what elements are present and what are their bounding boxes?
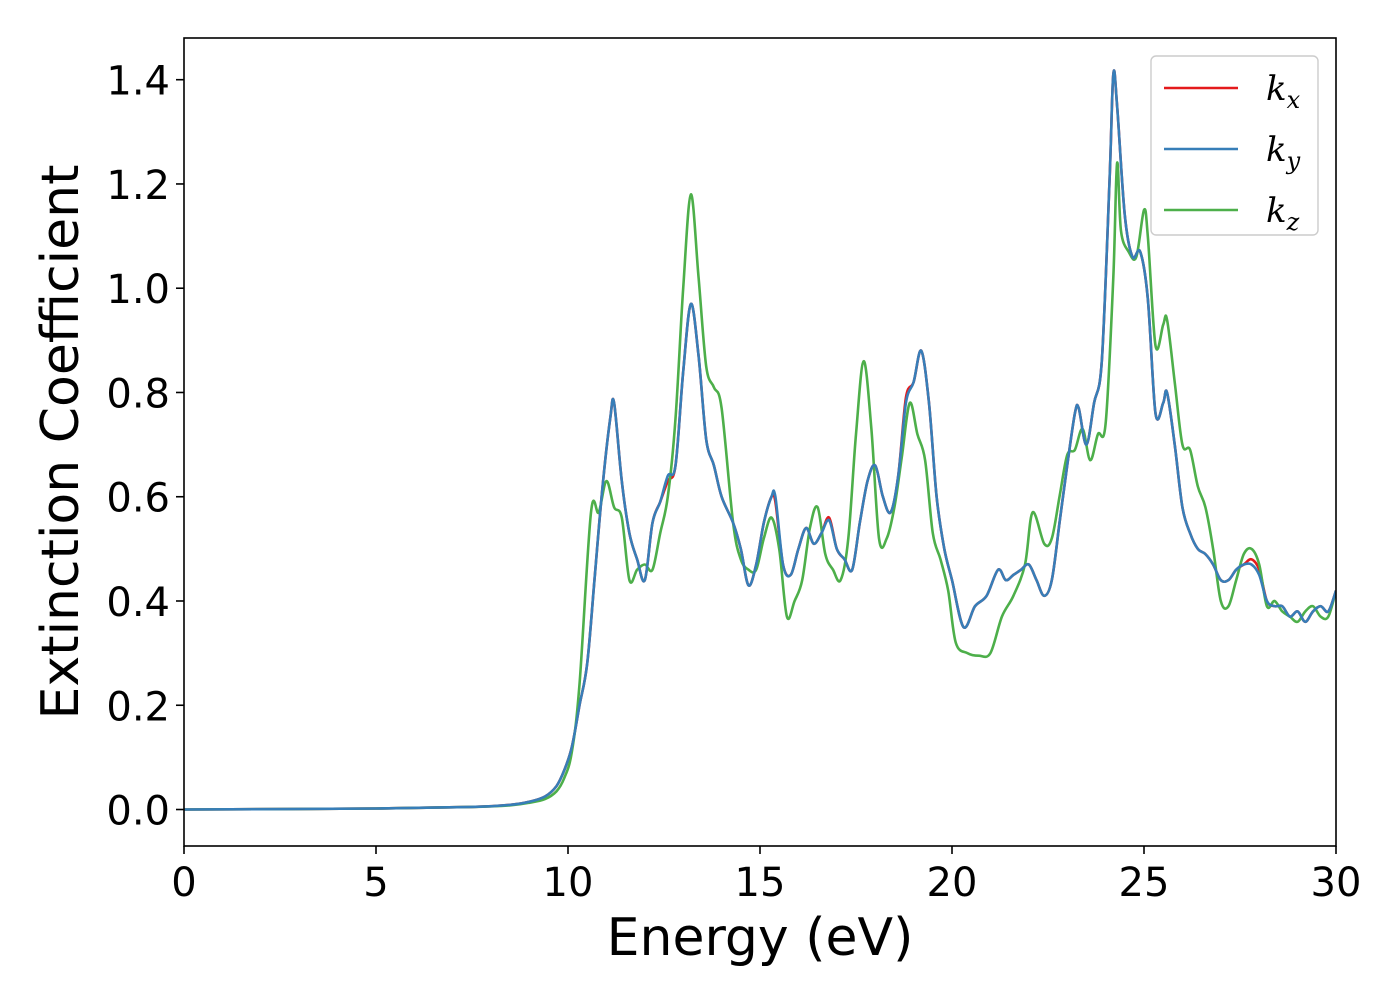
- y-tick-label: 0.4: [106, 580, 170, 626]
- x-tick-label: 15: [735, 860, 786, 906]
- x-axis-ticks: 0 5 10 15 20 25 30: [171, 846, 1361, 906]
- series-line-ky: [184, 69, 1336, 811]
- legend-label-ky: ky: [1266, 130, 1301, 175]
- y-tick-label: 1.4: [106, 59, 170, 105]
- legend-label-kz: kz: [1266, 191, 1300, 236]
- legend-label-subscript: z: [1286, 208, 1300, 236]
- y-tick-label: 0.2: [106, 684, 170, 730]
- y-axis-label: Extinction Coefficient: [31, 165, 91, 720]
- y-tick-label: 0.0: [106, 789, 170, 835]
- legend-label-subscript: y: [1286, 147, 1301, 175]
- legend-label-subscript: x: [1287, 86, 1301, 114]
- y-axis-ticks: 0.0 0.2 0.4 0.6 0.8 1.0 1.2 1.4: [106, 59, 184, 835]
- legend-box: [1150, 55, 1319, 236]
- y-tick-label: 1.0: [106, 267, 170, 313]
- legend-label-main: k: [1266, 191, 1287, 231]
- y-tick-label: 0.8: [106, 371, 170, 417]
- legend-label-kx: kx: [1266, 69, 1301, 114]
- plot-frame: [183, 37, 1337, 847]
- series-lines: [184, 69, 1336, 811]
- x-tick-label: 25: [1119, 860, 1170, 906]
- x-tick-label: 10: [543, 860, 594, 906]
- legend-label-main: k: [1266, 69, 1287, 109]
- y-tick-label: 0.6: [106, 476, 170, 522]
- x-axis-label: Energy (eV): [607, 908, 914, 968]
- x-tick-label: 5: [363, 860, 388, 906]
- x-tick-label: 20: [927, 860, 978, 906]
- legend-label-main: k: [1266, 130, 1287, 170]
- x-tick-label: 0: [171, 860, 196, 906]
- y-tick-label: 1.2: [106, 163, 170, 209]
- series-line-kz: [184, 161, 1336, 811]
- x-tick-label: 30: [1311, 860, 1362, 906]
